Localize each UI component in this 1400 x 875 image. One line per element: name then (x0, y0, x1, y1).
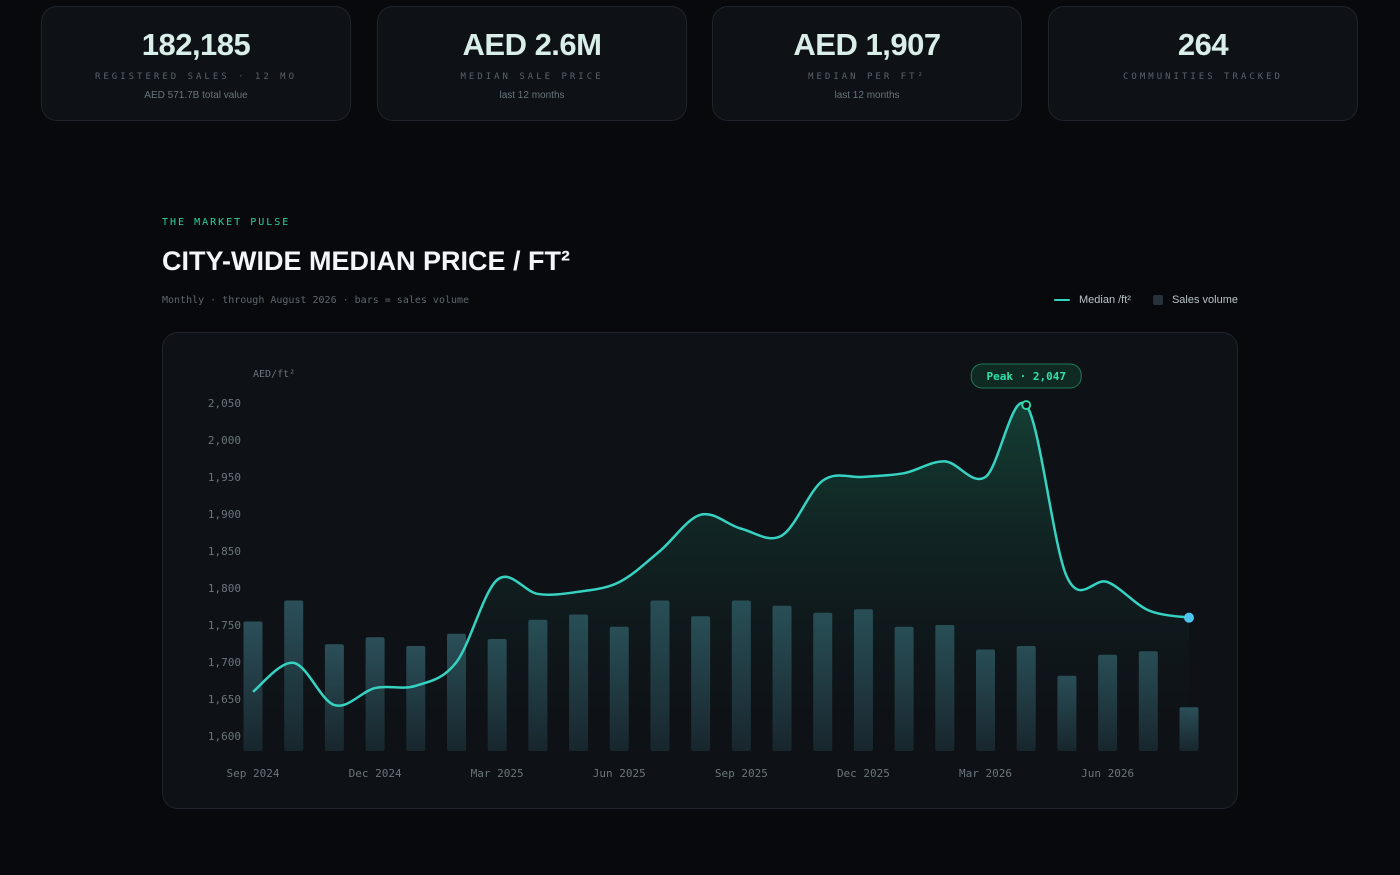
kpi-value: AED 1,907 (793, 27, 941, 62)
kpi-card-median-sale-price: AED 2.6M MEDIAN SALE PRICE last 12 month… (377, 6, 687, 121)
kpi-sub: last 12 months (499, 90, 565, 101)
x-tick-label: Jun 2026 (1081, 767, 1134, 780)
kpi-value: 264 (1177, 27, 1229, 62)
x-tick-label: Jun 2025 (593, 767, 646, 780)
x-tick-label: Mar 2026 (959, 767, 1012, 780)
kpi-label: MEDIAN SALE PRICE (460, 72, 604, 82)
kpi-card-registered-sales: 182,185 REGISTERED SALES · 12 MO AED 571… (41, 6, 351, 121)
latest-point-marker (1184, 612, 1194, 623)
x-tick-label: Sep 2025 (715, 767, 768, 780)
peak-label: Peak · 2,047 (986, 370, 1065, 383)
y-tick-label: 2,050 (208, 397, 241, 410)
kpi-value: AED 2.6M (462, 27, 602, 62)
kpi-value: 182,185 (141, 27, 251, 62)
legend-line-swatch (1053, 299, 1070, 301)
chart-legend: Median /ft² Sales volume (1032, 294, 1238, 306)
legend-item-median: Median /ft² (1053, 294, 1131, 306)
kpi-label: MEDIAN PER FT² (808, 72, 926, 82)
peak-pill (970, 363, 1082, 389)
y-axis-unit: AED/ft² (253, 369, 295, 380)
kpi-label: COMMUNITIES TRACKED (1123, 72, 1283, 82)
y-tick-label: 1,750 (208, 619, 241, 632)
section-subtitle: Monthly · through August 2026 · bars = s… (162, 295, 470, 306)
y-tick-label: 1,600 (208, 730, 241, 743)
chart-panel: 1,600 1,650 1,700 1,750 1,800 1,850 1,900 1,950… (162, 332, 1238, 809)
kpi-card-median-per-ft2: AED 1,907 MEDIAN PER FT² last 12 months (712, 6, 1022, 121)
x-tick-label: Dec 2024 (349, 767, 402, 780)
y-tick-label: 2,000 (208, 434, 241, 447)
price-area-fill (253, 402, 1189, 751)
price-line (252, 401, 1190, 707)
price-chart: 1,600 1,650 1,700 1,750 1,800 1,850 1,900 1,950… (208, 363, 1199, 780)
y-tick-label: 1,950 (208, 471, 241, 484)
section-eyebrow: THE MARKET PULSE (162, 217, 291, 228)
y-tick-label: 1,900 (208, 508, 241, 521)
kpi-label: REGISTERED SALES · 12 MO (94, 72, 298, 82)
peak-annotation: Peak · 2,047 (970, 363, 1082, 410)
y-tick-label: 1,800 (208, 582, 241, 595)
legend-item-volume: Sales volume (1152, 294, 1238, 306)
kpi-row: 182,185 REGISTERED SALES · 12 MO AED 571… (41, 6, 1359, 123)
x-tick-label: Dec 2025 (837, 767, 890, 780)
x-axis-ticks: Sep 2024 Dec 2024 Mar 2025 Jun 2025 Sep 2025… (227, 767, 1135, 780)
x-tick-label: Sep 2024 (227, 767, 280, 780)
peak-marker (1021, 400, 1032, 410)
y-axis-ticks: 1,600 1,650 1,700 1,750 1,800 1,850 1,900 1,950… (208, 397, 241, 743)
y-tick-label: 1,650 (208, 693, 241, 706)
legend-label-median: Median /ft² (1078, 294, 1131, 306)
kpi-sub: last 12 months (834, 90, 900, 101)
kpi-card-communities-tracked: 264 COMMUNITIES TRACKED (1048, 6, 1358, 121)
section-title: CITY-WIDE MEDIAN PRICE / FT² (162, 246, 570, 276)
kpi-sub: AED 571.7B total value (144, 90, 248, 101)
legend-label-volume: Sales volume (1171, 294, 1238, 306)
x-tick-label: Mar 2025 (471, 767, 524, 780)
y-tick-label: 1,850 (208, 545, 241, 558)
y-tick-label: 1,700 (208, 656, 241, 669)
legend-bar-swatch (1152, 295, 1163, 305)
